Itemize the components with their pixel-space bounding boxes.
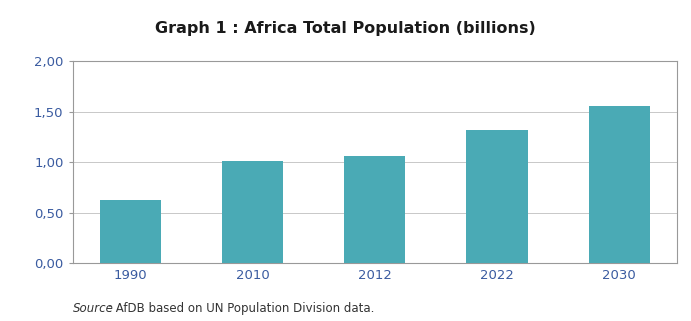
- Bar: [223, 161, 283, 263]
- Text: Graph 1 : Africa Total Population (billions): Graph 1 : Africa Total Population (billi…: [155, 22, 536, 36]
- Bar: [100, 200, 161, 263]
- Bar: [466, 130, 527, 263]
- Bar: [344, 156, 406, 263]
- Bar: [589, 107, 650, 263]
- Text: Source: Source: [73, 302, 113, 315]
- Text: : AfDB based on UN Population Division data.: : AfDB based on UN Population Division d…: [108, 302, 375, 315]
